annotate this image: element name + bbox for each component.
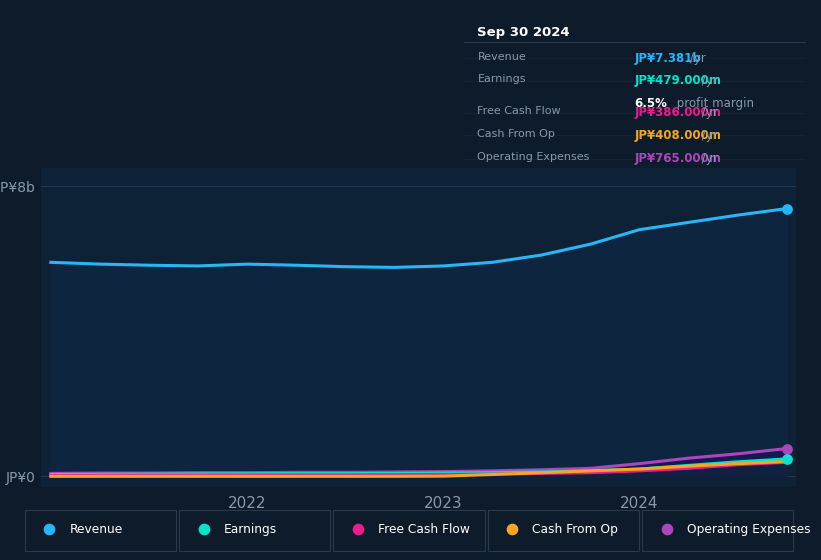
- Text: JP¥479.000m: JP¥479.000m: [635, 74, 721, 87]
- Text: Earnings: Earnings: [224, 522, 277, 536]
- Text: profit margin: profit margin: [673, 97, 754, 110]
- Text: JP¥386.000m: JP¥386.000m: [635, 106, 721, 119]
- Text: JP¥408.000m: JP¥408.000m: [635, 129, 721, 142]
- Text: Revenue: Revenue: [478, 52, 526, 62]
- Point: [506, 525, 519, 534]
- Point: [780, 444, 793, 453]
- Text: Free Cash Flow: Free Cash Flow: [478, 106, 561, 116]
- Text: JP¥765.000m: JP¥765.000m: [635, 152, 721, 165]
- Text: Free Cash Flow: Free Cash Flow: [378, 522, 470, 536]
- Point: [780, 204, 793, 213]
- Text: JP¥7.381b: JP¥7.381b: [635, 52, 701, 65]
- Point: [780, 455, 793, 464]
- Point: [43, 525, 56, 534]
- Text: /yr: /yr: [698, 106, 718, 119]
- Text: /yr: /yr: [698, 74, 718, 87]
- Point: [351, 525, 365, 534]
- Text: /yr: /yr: [698, 129, 718, 142]
- Point: [197, 525, 210, 534]
- Text: /yr: /yr: [686, 52, 706, 65]
- Text: Revenue: Revenue: [70, 522, 122, 536]
- Text: Operating Expenses: Operating Expenses: [478, 152, 589, 162]
- Text: Cash From Op: Cash From Op: [533, 522, 618, 536]
- Text: Earnings: Earnings: [478, 74, 526, 84]
- Text: 6.5%: 6.5%: [635, 97, 667, 110]
- Text: Cash From Op: Cash From Op: [478, 129, 555, 138]
- Text: /yr: /yr: [698, 152, 718, 165]
- Point: [660, 525, 673, 534]
- Text: Sep 30 2024: Sep 30 2024: [478, 26, 570, 39]
- Text: Operating Expenses: Operating Expenses: [687, 522, 810, 536]
